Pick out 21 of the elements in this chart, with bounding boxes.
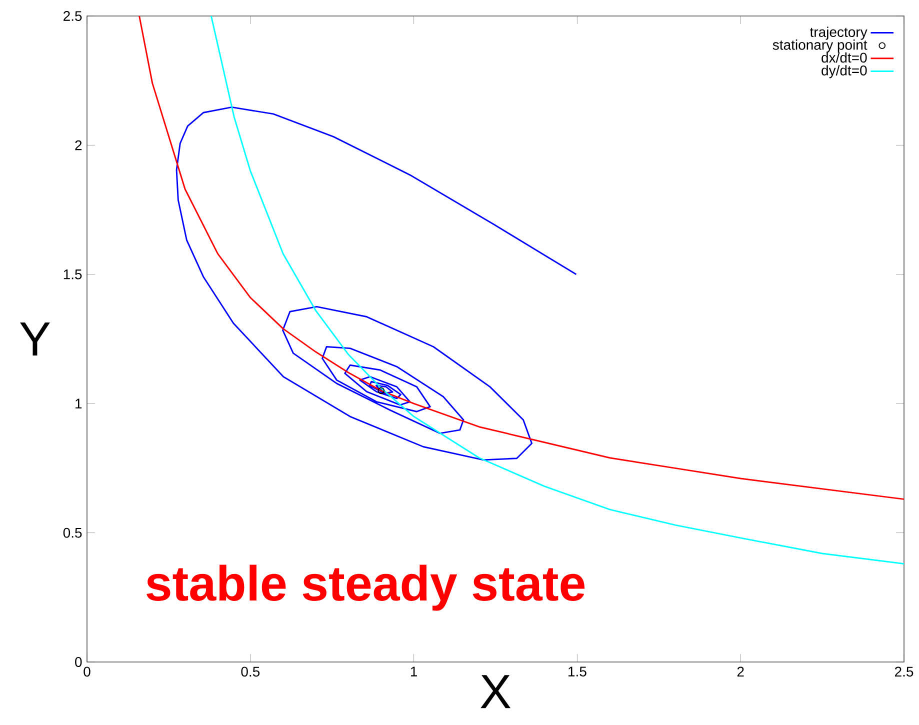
y-tick-label: 2 — [75, 140, 82, 150]
x-tick-label: 0.5 — [241, 666, 260, 677]
x-tick-label: 1.5 — [568, 666, 586, 676]
annotation: stable steady state — [146, 564, 585, 611]
y-tick-label: 0.5 — [63, 528, 82, 538]
x-tick-label: 0 — [84, 666, 90, 677]
legend-label: trajectory — [810, 26, 868, 40]
y-tick-label: 1 — [76, 398, 82, 408]
legend-label: dy/dt=0 — [822, 65, 867, 78]
legend-label: stationary point — [772, 40, 868, 53]
x-axis-title: X — [480, 675, 511, 708]
line-series — [176, 106, 577, 461]
y-tick-label: 2.5 — [64, 11, 82, 21]
line-series — [210, 16, 904, 565]
y-tick-label: 0 — [75, 657, 82, 667]
x-tick-label: 2 — [737, 666, 744, 676]
y-tick-label: 1.5 — [64, 270, 82, 280]
y-axis-title: Y — [20, 322, 50, 356]
x-tick-label: 2.5 — [894, 666, 914, 677]
legend-label: dx/dt=0 — [822, 52, 867, 63]
x-tick-label: 1 — [410, 666, 417, 676]
